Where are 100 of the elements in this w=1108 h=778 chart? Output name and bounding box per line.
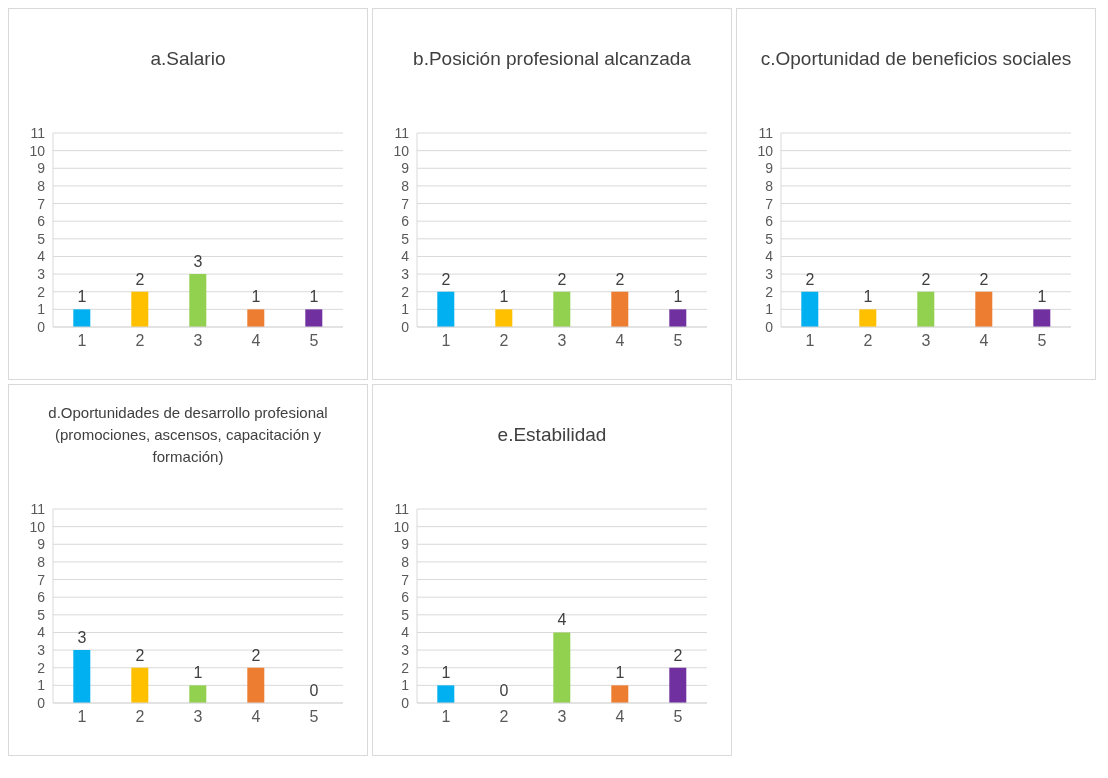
data-label: 1: [77, 288, 87, 306]
y-tick-label: 10: [29, 518, 46, 535]
y-tick-label: 1: [37, 677, 46, 694]
y-tick-label: 11: [394, 500, 410, 517]
data-label: 2: [135, 646, 145, 664]
x-tick-label: 4: [979, 332, 989, 350]
y-tick-label: 10: [393, 518, 410, 535]
y-tick-label: 10: [393, 142, 410, 159]
data-label: 2: [251, 646, 261, 664]
data-label: 2: [135, 270, 145, 288]
y-tick-label: 9: [37, 536, 46, 553]
y-tick-label: 7: [37, 571, 46, 588]
y-tick-label: 1: [37, 301, 46, 318]
y-tick-label: 5: [37, 230, 46, 247]
x-tick-label: 4: [251, 708, 261, 726]
data-label: 2: [441, 270, 451, 288]
y-tick-label: 9: [37, 160, 46, 177]
bar: [131, 291, 149, 327]
y-tick-label: 6: [37, 213, 46, 230]
y-tick-label: 7: [765, 195, 774, 212]
y-tick-label: 8: [37, 177, 46, 194]
data-label: 2: [979, 270, 989, 288]
y-tick-label: 5: [401, 230, 410, 247]
y-tick-label: 0: [401, 694, 410, 711]
y-tick-label: 3: [401, 642, 410, 659]
bar: [437, 685, 455, 703]
chart-title: a.Salario: [149, 47, 227, 72]
data-label: 1: [673, 288, 683, 306]
y-tick-label: 7: [401, 571, 410, 588]
y-tick-label: 9: [401, 536, 410, 553]
data-label: 1: [193, 664, 203, 682]
y-tick-label: 8: [765, 177, 774, 194]
y-tick-label: 11: [394, 124, 410, 141]
y-tick-label: 3: [401, 266, 410, 283]
data-label: 2: [557, 270, 567, 288]
bar: [73, 650, 91, 703]
y-tick-label: 2: [765, 283, 774, 300]
y-tick-label: 4: [37, 624, 46, 641]
y-tick-label: 2: [401, 659, 410, 676]
data-label: 2: [615, 270, 625, 288]
y-tick-label: 8: [401, 177, 410, 194]
y-tick-label: 9: [401, 160, 410, 177]
x-tick-label: 1: [441, 332, 451, 350]
y-tick-label: 4: [765, 248, 774, 265]
x-tick-label: 2: [499, 708, 509, 726]
data-label: 1: [1037, 288, 1047, 306]
y-tick-label: 11: [30, 500, 46, 517]
y-tick-label: 2: [37, 283, 46, 300]
y-tick-label: 7: [401, 195, 410, 212]
data-label: 1: [309, 288, 319, 306]
data-label: 4: [557, 611, 567, 629]
y-tick-label: 4: [37, 248, 46, 265]
y-tick-label: 6: [37, 589, 46, 606]
data-label: 2: [673, 646, 683, 664]
data-label: 3: [77, 629, 87, 647]
x-tick-label: 5: [1037, 332, 1047, 350]
bar: [73, 309, 91, 327]
bar: [189, 685, 207, 703]
x-tick-label: 1: [77, 332, 87, 350]
x-tick-label: 1: [441, 708, 451, 726]
bar: [131, 667, 149, 703]
y-tick-label: 6: [401, 213, 410, 230]
y-tick-label: 11: [758, 124, 774, 141]
x-tick-label: 2: [863, 332, 873, 350]
y-tick-label: 2: [401, 283, 410, 300]
y-tick-label: 4: [401, 624, 410, 641]
x-tick-label: 5: [309, 332, 319, 350]
bar: [305, 309, 323, 327]
y-tick-label: 5: [765, 230, 774, 247]
y-tick-label: 5: [37, 606, 46, 623]
y-tick-label: 3: [37, 266, 46, 283]
x-tick-label: 3: [193, 332, 203, 350]
y-tick-label: 0: [401, 318, 410, 335]
data-label: 2: [805, 270, 815, 288]
data-label: 0: [499, 682, 509, 699]
x-tick-label: 2: [499, 332, 509, 350]
x-tick-label: 4: [251, 332, 261, 350]
y-tick-label: 10: [757, 142, 774, 159]
data-label: 2: [921, 270, 931, 288]
x-tick-label: 5: [309, 708, 319, 726]
y-tick-label: 6: [765, 213, 774, 230]
y-tick-label: 0: [37, 694, 46, 711]
y-tick-label: 8: [401, 553, 410, 570]
x-tick-label: 3: [921, 332, 931, 350]
chart-title: b.Posición profesional alcanzada: [412, 47, 692, 72]
y-tick-label: 0: [765, 318, 774, 335]
bar: [247, 667, 265, 703]
y-tick-label: 4: [401, 248, 410, 265]
y-tick-label: 11: [30, 124, 46, 141]
x-tick-label: 5: [673, 708, 683, 726]
bar: [189, 274, 207, 327]
x-tick-label: 3: [557, 708, 567, 726]
x-tick-label: 3: [193, 708, 203, 726]
y-tick-label: 1: [401, 677, 410, 694]
data-label: 1: [251, 288, 261, 306]
y-tick-label: 6: [401, 589, 410, 606]
x-tick-label: 2: [135, 332, 145, 350]
x-tick-label: 1: [77, 708, 87, 726]
bar: [669, 667, 687, 703]
x-tick-label: 4: [615, 332, 625, 350]
